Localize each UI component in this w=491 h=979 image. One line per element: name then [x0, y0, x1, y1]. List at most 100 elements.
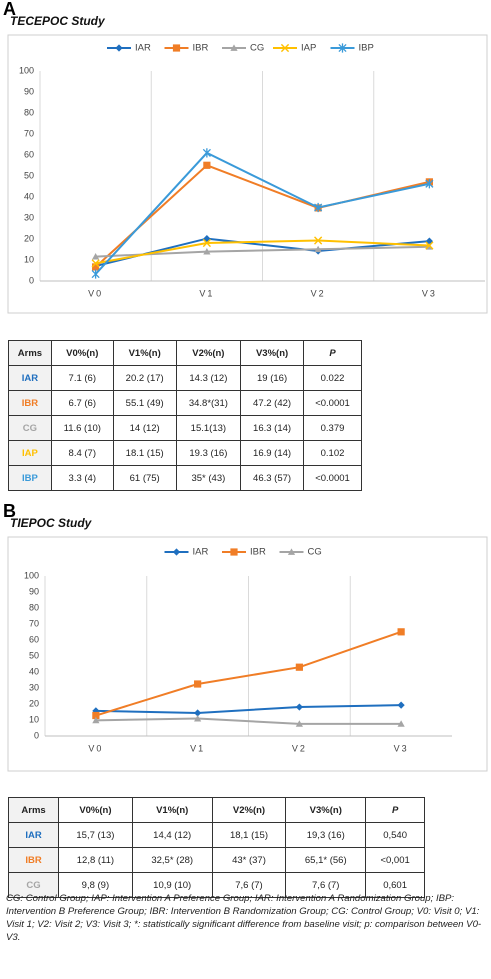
cell: 6.7 (6) — [50, 390, 114, 416]
cell: 20.2 (17) — [112, 365, 177, 391]
row: CG 11.6 (10) 14 (12) 15.1(13) 16.3 (14) 0.379 — [8, 415, 362, 441]
row: IBP 3.3 (4) 61 (75) 35* (43) 46.3 (57) <0.000… — [8, 465, 362, 491]
caption: CG: Control Group; IAP: Intervention A P… — [6, 893, 482, 943]
y-tick-label: 90 — [29, 586, 39, 596]
marker — [91, 269, 100, 279]
y-tick-label: 10 — [24, 254, 34, 264]
marker — [202, 238, 211, 248]
y-tick-label: 40 — [29, 666, 39, 676]
cell: <0.0001 — [303, 465, 362, 491]
y-tick-label: 40 — [24, 191, 34, 201]
marker — [314, 236, 323, 245]
x-tick-label: V3 — [422, 288, 437, 298]
arm-cell: IAR — [8, 365, 52, 391]
arm-cell: IBP — [8, 465, 52, 491]
header-cell: V0%(n) — [50, 340, 114, 366]
cell: 0.102 — [303, 440, 362, 466]
series-line — [95, 717, 402, 725]
cell: 7,6 (7) — [211, 872, 287, 898]
header-row: Arms V0%(n) V1%(n) V2%(n) V3%(n) P — [8, 340, 362, 366]
cell: 18,1 (15) — [211, 822, 287, 848]
cell: 11.6 (10) — [50, 415, 114, 441]
cell: 0.022 — [303, 365, 362, 391]
marker — [295, 703, 303, 711]
table: Arms V0%(n) V1%(n) V2%(n) V3%(n) P IAR 15,7 (13… — [7, 797, 425, 898]
y-tick-label: 20 — [24, 233, 34, 243]
x-tick-label: V0 — [88, 288, 103, 298]
cell: 14,4 (12) — [131, 822, 213, 848]
x-tick-label: V2 — [292, 743, 307, 753]
marker — [397, 628, 405, 636]
marker — [397, 701, 405, 709]
marker — [92, 253, 100, 260]
y-tick-label: 60 — [29, 634, 39, 644]
cell: 0.379 — [303, 415, 362, 441]
marker — [295, 720, 303, 727]
cell: 16.9 (14) — [240, 440, 305, 466]
cell: <0,001 — [365, 847, 425, 873]
marker — [202, 148, 211, 158]
row: IAP 8.4 (7) 18.1 (15) 19.3 (16) 16.9 (14) 0.1… — [8, 440, 362, 466]
cell: 0,601 — [365, 872, 425, 898]
series-line — [95, 239, 430, 265]
y-tick-label: 80 — [24, 107, 34, 117]
header-cell: Arms — [8, 340, 52, 366]
cell: 7,6 (7) — [285, 872, 367, 898]
series-line — [94, 151, 430, 275]
y-tick-label: 100 — [19, 65, 34, 75]
cell: 46.3 (57) — [240, 465, 305, 491]
chart-frame — [7, 34, 488, 314]
row: IBR 6.7 (6) 55.1 (49) 34.8*(31) 47.2 (42) <0.… — [8, 390, 362, 416]
legend-label: IBR — [250, 547, 266, 558]
cell: 15.1(13) — [175, 415, 242, 441]
marker — [194, 709, 202, 717]
legend-label: IAR — [135, 43, 151, 54]
cell: 10,9 (10) — [131, 872, 213, 898]
y-tick-label: 80 — [29, 602, 39, 612]
y-tick-label: 30 — [29, 682, 39, 692]
marker — [92, 707, 100, 715]
cell: 8.4 (7) — [50, 440, 114, 466]
header-cell: P — [303, 340, 362, 366]
cell: 9,8 (9) — [58, 872, 133, 898]
y-tick-label: 100 — [24, 570, 39, 580]
panel-label: B — [3, 501, 16, 521]
table: Arms V0%(n) V1%(n) V2%(n) V3%(n) P IAR 7.1 (6) 2… — [8, 340, 362, 491]
legend-marker — [287, 548, 296, 555]
header-cell: V1%(n) — [112, 340, 177, 366]
x-tick-label: V1 — [190, 743, 205, 753]
row: IBR 12,8 (11) 32,5* (28) 43* (37) 65,1* (56)… — [7, 847, 425, 873]
x-tick-label: V0 — [88, 743, 103, 753]
cell: 7.1 (6) — [50, 365, 114, 391]
cell: 65,1* (56) — [285, 847, 367, 873]
marker — [92, 716, 100, 724]
cell: 34.8*(31) — [175, 390, 242, 416]
cell: 19,3 (16) — [285, 822, 367, 848]
marker — [314, 245, 322, 253]
y-tick-label: 50 — [24, 170, 34, 180]
marker — [425, 179, 434, 189]
chart-title: TIEPOC Study — [10, 516, 93, 530]
marker — [397, 720, 405, 727]
cell: 35* (43) — [175, 465, 242, 491]
header-cell: V1%(n) — [131, 797, 213, 823]
cell: 32,5* (28) — [131, 847, 213, 873]
cell: <0.0001 — [303, 390, 362, 416]
header-cell: V2%(n) — [175, 340, 242, 366]
y-tick-label: 70 — [24, 128, 34, 138]
chart-title: TECEPOC Study — [10, 14, 106, 28]
y-tick-label: 0 — [29, 275, 34, 285]
cell: 47.2 (42) — [240, 390, 305, 416]
marker — [194, 714, 202, 722]
cell: 18.1 (15) — [112, 440, 177, 466]
row: CG 9,8 (9) 10,9 (10) 7,6 (7) 7,6 (7) 0,601 — [7, 872, 425, 898]
legend-marker — [338, 43, 347, 53]
row: IAR 7.1 (6) 20.2 (17) 14.3 (12) 19 (16) 0.022 — [8, 365, 362, 391]
legend-label: CG — [250, 43, 264, 54]
x-tick-label: V1 — [199, 288, 214, 298]
header-cell: P — [365, 797, 425, 823]
marker — [92, 711, 100, 720]
y-tick-label: 70 — [29, 618, 39, 628]
y-tick-label: 0 — [34, 730, 39, 740]
